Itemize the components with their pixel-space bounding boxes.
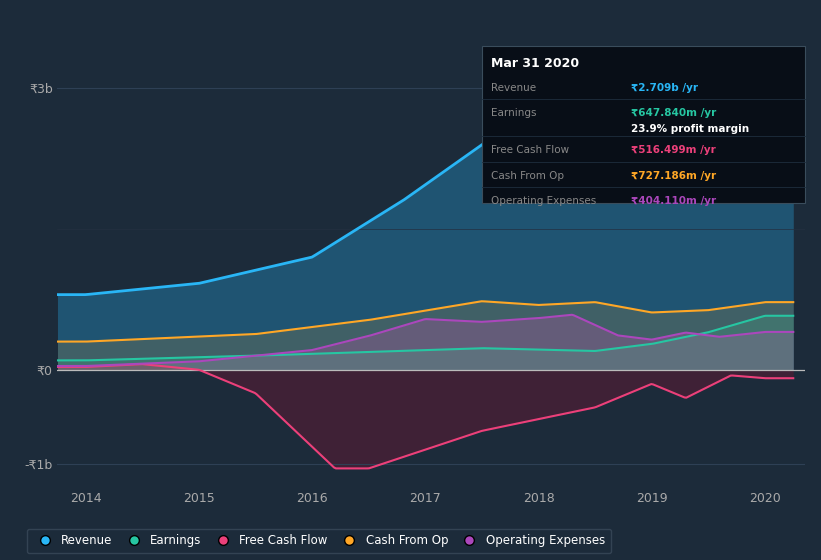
Text: Revenue: Revenue [491, 82, 536, 92]
Text: ₹727.186m /yr: ₹727.186m /yr [631, 171, 717, 181]
Text: Cash From Op: Cash From Op [491, 171, 564, 181]
Text: ₹647.840m /yr: ₹647.840m /yr [631, 108, 717, 118]
Text: Mar 31 2020: Mar 31 2020 [491, 57, 579, 70]
Text: ₹516.499m /yr: ₹516.499m /yr [631, 146, 716, 156]
Text: ₹404.110m /yr: ₹404.110m /yr [631, 196, 717, 206]
Text: ₹2.709b /yr: ₹2.709b /yr [631, 82, 698, 92]
Text: 23.9% profit margin: 23.9% profit margin [631, 124, 750, 134]
Legend: Revenue, Earnings, Free Cash Flow, Cash From Op, Operating Expenses: Revenue, Earnings, Free Cash Flow, Cash … [27, 529, 611, 553]
FancyBboxPatch shape [482, 46, 805, 203]
Text: Earnings: Earnings [491, 108, 536, 118]
Text: Free Cash Flow: Free Cash Flow [491, 146, 569, 156]
Text: Operating Expenses: Operating Expenses [491, 196, 596, 206]
